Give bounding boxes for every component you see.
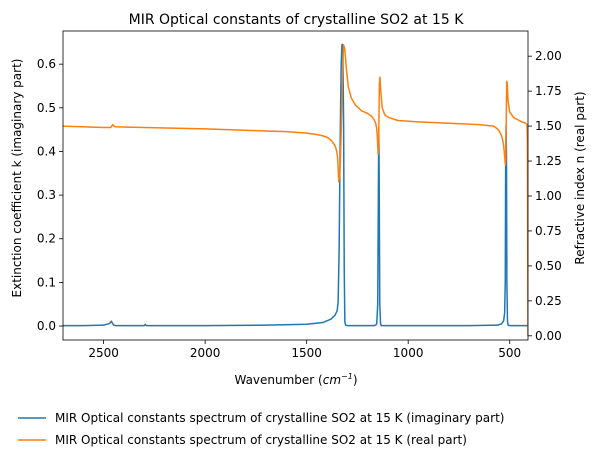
y-right-tick-label: 0.00 bbox=[535, 329, 562, 343]
x-tick-label: 2000 bbox=[190, 346, 221, 360]
y-right-tick-label: 0.50 bbox=[535, 259, 562, 273]
axes-frame bbox=[62, 30, 529, 341]
y-right-tick-label: 1.50 bbox=[535, 119, 562, 133]
y-left-tick-label: 0.6 bbox=[37, 57, 56, 71]
x-tick-label: 1500 bbox=[291, 346, 322, 360]
y-right-tick-label: 0.25 bbox=[535, 294, 562, 308]
y-left-tick-label: 0.5 bbox=[37, 101, 56, 115]
y-right-tick-label: 1.75 bbox=[535, 84, 562, 98]
x-tick-label: 500 bbox=[498, 346, 521, 360]
y-axis-right-label: Refractive index n (real part) bbox=[573, 91, 587, 264]
x-tick-label: 2500 bbox=[88, 346, 119, 360]
legend-label-imaginary: MIR Optical constants spectrum of crysta… bbox=[55, 411, 504, 425]
y-right-tick-label: 1.25 bbox=[535, 154, 562, 168]
y-left-tick-label: 0.3 bbox=[37, 188, 56, 202]
y-right-tick-label: 1.00 bbox=[535, 189, 562, 203]
y-left-tick-label: 0.4 bbox=[37, 144, 56, 158]
x-axis-label-unit: cm bbox=[323, 373, 341, 387]
y-right-tick-label: 0.75 bbox=[535, 224, 562, 238]
x-axis-label-exponent: −1 bbox=[341, 372, 353, 381]
legend: MIR Optical constants spectrum of crysta… bbox=[18, 411, 504, 447]
x-axis-label-close: ) bbox=[353, 373, 358, 387]
y-left-tick-label: 0.1 bbox=[37, 275, 56, 289]
legend-label-real: MIR Optical constants spectrum of crysta… bbox=[55, 433, 467, 447]
y-right-tick-label: 2.00 bbox=[535, 49, 562, 63]
plot-area: 2500 2000 1500 1000 500 0.0 0.1 0.2 0.3 0.4 0.5 0.6… bbox=[37, 30, 562, 360]
x-tick-label: 1000 bbox=[393, 346, 424, 360]
y-axis-left-label: Extinction coefficient k (imaginary part… bbox=[10, 59, 24, 298]
x-axis-label-main: Wavenumber ( bbox=[234, 373, 322, 387]
series-line-imaginary-part bbox=[63, 43, 528, 327]
y-left-tick-label: 0.0 bbox=[37, 319, 56, 333]
y-left-tick-label: 0.2 bbox=[37, 232, 56, 246]
series-line-real-part bbox=[63, 44, 528, 336]
x-axis-label: Wavenumber (cm−1) bbox=[234, 372, 357, 387]
chart-title: MIR Optical constants of crystalline SO2… bbox=[129, 12, 465, 28]
